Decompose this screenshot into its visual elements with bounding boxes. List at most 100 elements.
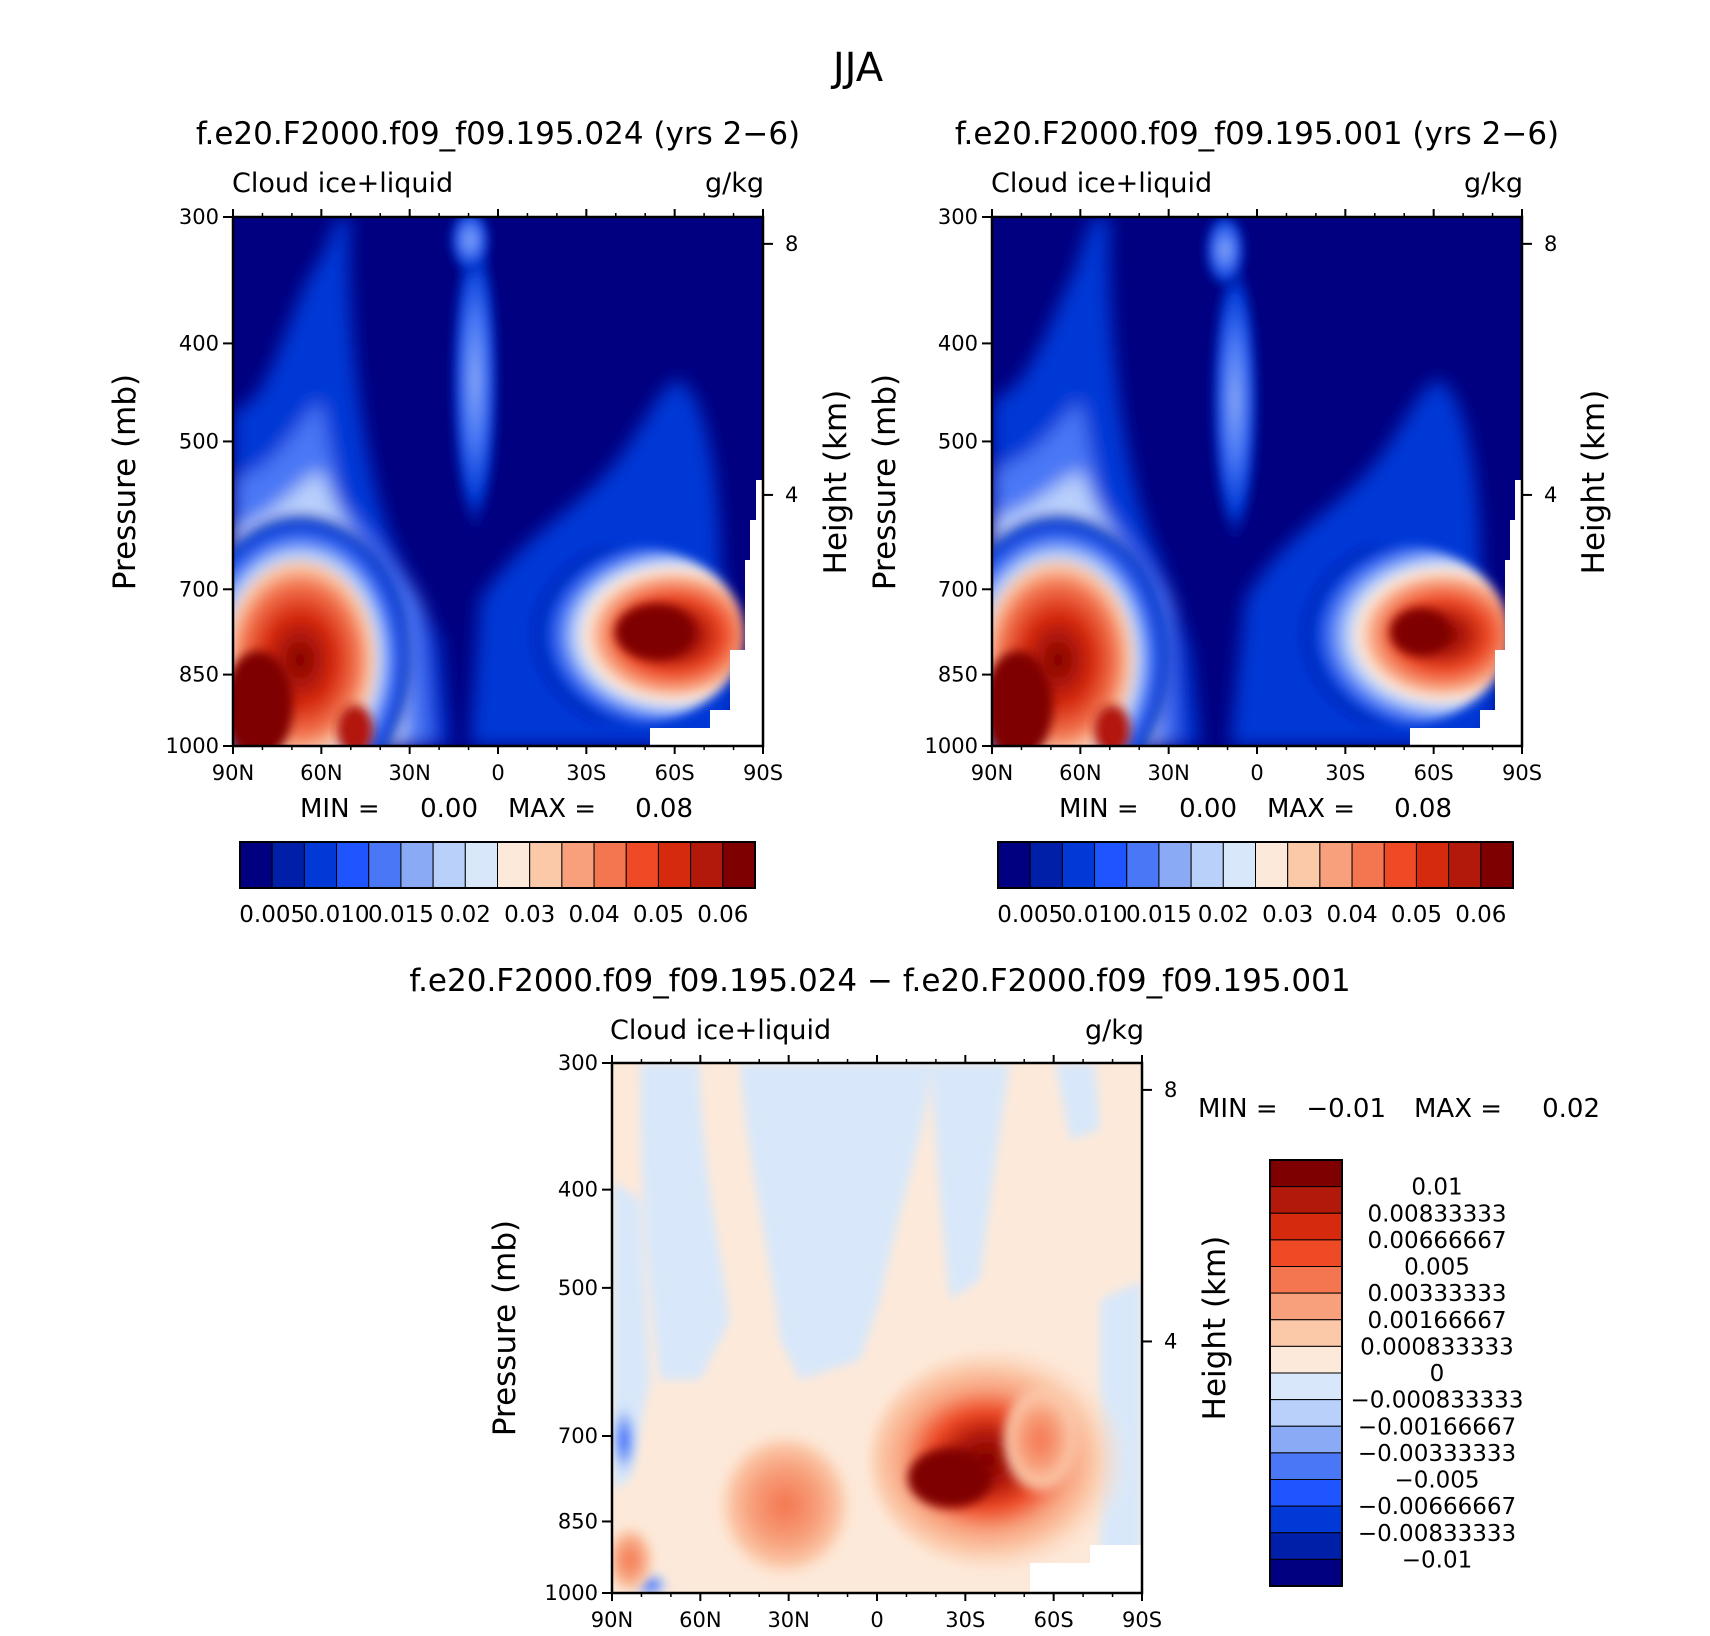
colorbar-swatch xyxy=(1269,1319,1343,1347)
colorbar-swatch xyxy=(1269,1479,1343,1507)
colorbar-swatch xyxy=(239,841,273,889)
x-tick-label: 60S xyxy=(1034,1608,1074,1632)
x-tick-label: 0 xyxy=(1250,761,1263,785)
y-tick-label: 700 xyxy=(179,577,219,601)
colorbar-frame xyxy=(997,841,1514,889)
panel-1-max-value: 0.08 xyxy=(635,794,693,824)
colorbar-swatch xyxy=(1269,1239,1343,1267)
y-tick-label: 500 xyxy=(179,429,219,453)
panel-1-sh-core xyxy=(615,604,695,660)
colorbar-label: 0.000833333 xyxy=(1360,1334,1514,1360)
colorbar-swatch xyxy=(1222,841,1256,889)
colorbar-swatch xyxy=(593,841,627,889)
panel-3-y2label: Height (km) xyxy=(1197,1236,1233,1421)
panel-2-y2label: Height (km) xyxy=(1576,390,1612,575)
panel-3-ylabel: Pressure (mb) xyxy=(487,1220,523,1436)
panel-1-max-label: MAX = xyxy=(508,794,596,824)
y-tick-label: 850 xyxy=(558,1509,598,1533)
panel-3-units-label: g/kg xyxy=(1085,1015,1144,1046)
y2-tick-label: 8 xyxy=(785,232,798,256)
colorbar-label: 0.00166667 xyxy=(1367,1308,1506,1334)
y-tick-label: 700 xyxy=(558,1424,598,1448)
colorbar-label: −0.01 xyxy=(1402,1547,1472,1573)
y-tick-label: 500 xyxy=(558,1276,598,1300)
colorbar-swatch xyxy=(303,841,338,889)
y-tick-label: 300 xyxy=(179,205,219,229)
panel-2-nh-core xyxy=(992,651,1053,746)
panel-2-equator-column xyxy=(1210,250,1260,550)
page-title: JJA xyxy=(830,45,884,91)
y-tick-label: 400 xyxy=(938,331,978,355)
panel-1-axes: 90N 60N 30N 0 30S 60S 90S 300 400 500 700 850 1000 8 4 xyxy=(166,205,799,785)
y2-tick-label: 8 xyxy=(1164,1078,1177,1102)
panel-2-nh-core-2 xyxy=(1094,705,1130,746)
colorbar-label: −0.00333333 xyxy=(1358,1441,1516,1467)
colorbar-label: −0.00833333 xyxy=(1358,1521,1516,1547)
panel-1-y2label: Height (km) xyxy=(818,390,854,575)
panel-2-units-label: g/kg xyxy=(1464,168,1523,199)
colorbar-swatch xyxy=(690,841,724,889)
x-tick-label: 60S xyxy=(655,761,695,785)
colorbar-swatch xyxy=(1269,1159,1343,1188)
colorbar-frame xyxy=(239,841,756,889)
panel-2-max-label: MAX = xyxy=(1267,794,1355,824)
colorbar-label: 0.015 xyxy=(1126,902,1192,928)
colorbar-swatch xyxy=(1269,1399,1343,1427)
x-tick-label: 60N xyxy=(300,761,342,785)
colorbar-swatch xyxy=(1269,1372,1343,1401)
colorbar-swatch xyxy=(368,841,402,889)
colorbar-frame xyxy=(1269,1159,1343,1587)
colorbar-label: 0.04 xyxy=(1326,902,1377,928)
y-tick-label: 300 xyxy=(938,205,978,229)
panel-3-light-blue-band-4 xyxy=(1055,1063,1100,1140)
colorbar-swatch xyxy=(529,841,563,889)
colorbar-swatch xyxy=(1094,841,1128,889)
x-tick-label: 60N xyxy=(679,1608,721,1632)
colorbar-swatch xyxy=(625,841,659,889)
panel-1-min-value: 0.00 xyxy=(420,794,478,824)
colorbar-label: 0.00666667 xyxy=(1367,1228,1506,1254)
panel-3-nh-pole-red xyxy=(612,1525,655,1593)
y-tick-label: 300 xyxy=(558,1051,598,1075)
colorbar-swatch xyxy=(1158,841,1192,889)
x-tick-label: 30N xyxy=(767,1608,809,1632)
colorbar-label: 0.02 xyxy=(440,902,491,928)
x-tick-label: 90N xyxy=(212,761,254,785)
x-tick-label: 60N xyxy=(1059,761,1101,785)
y-tick-label: 400 xyxy=(558,1178,598,1202)
panel-2-ylabel: Pressure (mb) xyxy=(867,374,903,590)
colorbar-swatch xyxy=(722,841,756,889)
colorbar-swatch xyxy=(1269,1345,1343,1374)
x-tick-label: 30S xyxy=(945,1608,985,1632)
x-tick-label: 90N xyxy=(591,1608,633,1632)
panel-3-sh-red-broad xyxy=(870,1350,1130,1570)
y2-tick-label: 4 xyxy=(1164,1329,1177,1353)
y-tick-label: 500 xyxy=(938,429,978,453)
panel-2-plot-area xyxy=(992,217,1522,746)
colorbar-swatch xyxy=(997,841,1031,889)
x-tick-label: 90S xyxy=(1122,1608,1162,1632)
colorbar-swatch xyxy=(1269,1532,1343,1560)
colorbar-swatch xyxy=(497,841,531,889)
colorbar-swatch xyxy=(1269,1452,1343,1480)
colorbar-swatch xyxy=(1029,841,1063,889)
panel-3-variable-label: Cloud ice+liquid xyxy=(610,1015,831,1046)
colorbar-label: −0.005 xyxy=(1394,1468,1479,1494)
panel-3: f.e20.F2000.f09_f09.195.024 − f.e20.F200… xyxy=(409,963,1600,1632)
colorbar-swatch xyxy=(464,841,498,889)
colorbar-swatch xyxy=(432,841,466,889)
colorbar-label: 0.00333333 xyxy=(1367,1281,1506,1307)
panel-1-nh-core xyxy=(233,651,293,746)
panel-3-sh-red-east xyxy=(1000,1385,1080,1495)
colorbar-swatch xyxy=(1448,841,1482,889)
colorbar-label: 0.04 xyxy=(568,902,619,928)
panel-2-variable-label: Cloud ice+liquid xyxy=(991,168,1212,199)
panel-3-nh-blue-min xyxy=(612,1400,638,1480)
colorbar-swatch xyxy=(1269,1425,1343,1454)
panel-1-equator-column xyxy=(450,220,500,540)
x-tick-label: 30S xyxy=(566,761,606,785)
y2-tick-label: 4 xyxy=(785,483,798,507)
colorbar-swatch xyxy=(1269,1186,1343,1214)
